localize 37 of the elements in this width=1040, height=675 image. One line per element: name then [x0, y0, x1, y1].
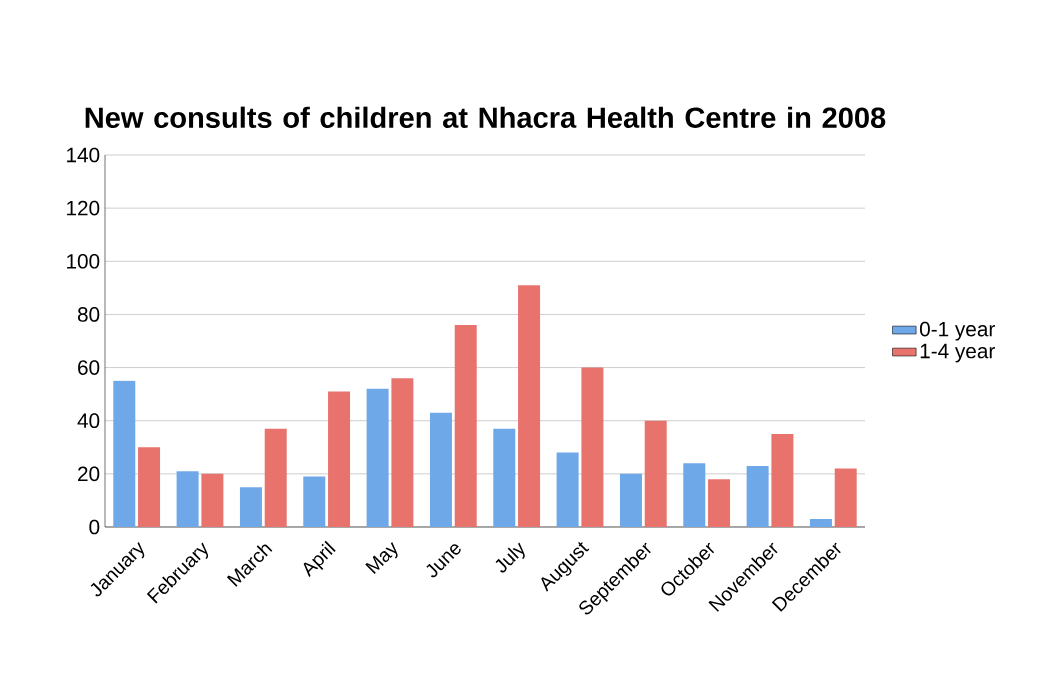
y-tick-label: 40: [77, 413, 100, 429]
bar: [493, 428, 516, 527]
bar: [303, 476, 326, 527]
x-tick-label: July: [495, 542, 525, 573]
chart-title: New consults of children at Nhacra Health Centre in 2008: [85, 106, 886, 128]
bar: [746, 465, 769, 527]
bar: [834, 468, 857, 527]
y-tick-label: 20: [78, 466, 100, 482]
bar: [138, 447, 161, 527]
y-tick-label: 140: [67, 147, 100, 163]
bar: [366, 388, 389, 527]
bar: [429, 412, 452, 527]
bar: [176, 471, 199, 527]
y-tick-label: 60: [78, 360, 100, 375]
bar: [619, 473, 642, 527]
bar: [264, 428, 287, 527]
bar: [708, 479, 731, 527]
bar: [201, 473, 224, 527]
bar: [239, 487, 262, 527]
bar: [518, 285, 541, 527]
bar: [113, 380, 136, 527]
y-tick-label: 100: [67, 253, 100, 269]
legend-label: 0-1 year: [919, 321, 995, 341]
bar: [644, 420, 667, 527]
legend-label: 1-4 year: [920, 343, 995, 363]
bar: [809, 519, 832, 527]
bar: [581, 367, 604, 527]
y-tick-label: 80: [77, 307, 100, 322]
bar: [328, 391, 351, 527]
x-tick-label: May: [365, 542, 398, 574]
y-tick-label: 0: [89, 519, 100, 535]
bar: [771, 434, 794, 527]
bar: [391, 378, 414, 527]
bar: [454, 325, 477, 527]
y-tick-label: 120: [67, 200, 100, 216]
bar: [683, 463, 706, 527]
bar: [556, 452, 579, 527]
